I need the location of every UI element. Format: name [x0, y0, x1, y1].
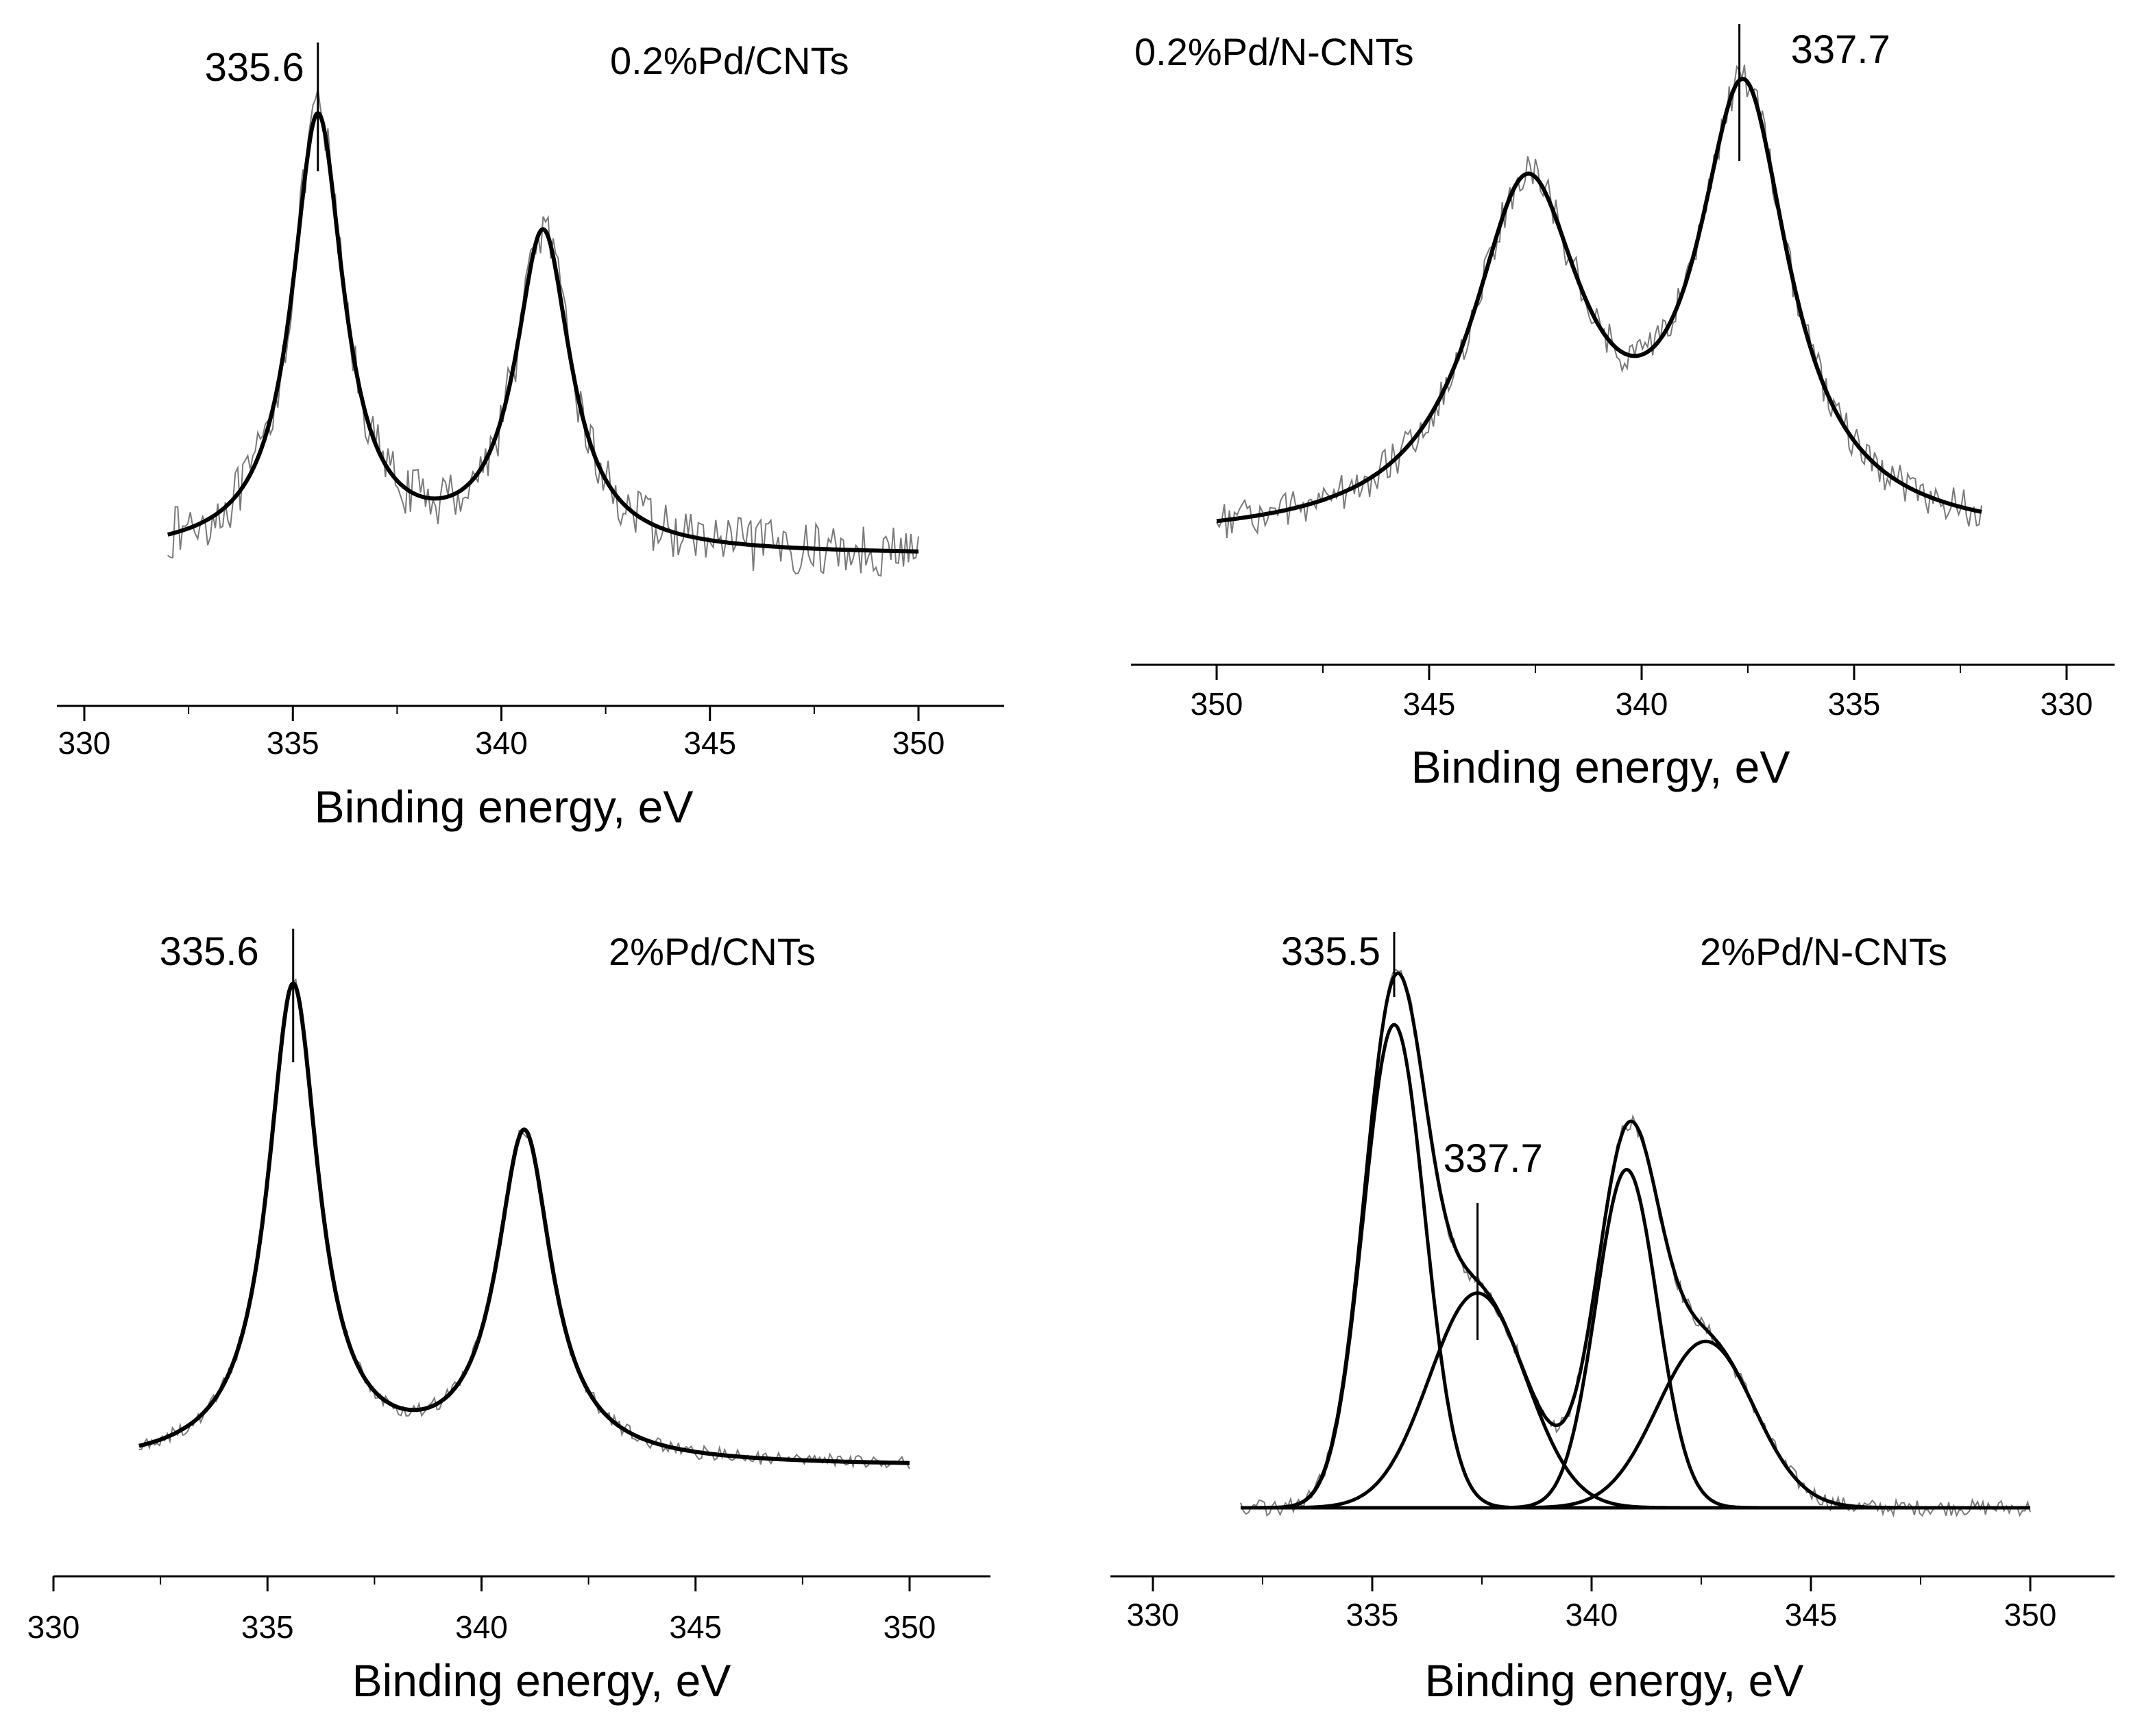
- peak-markers: 337.7: [1738, 24, 1890, 161]
- x-axis-title: Binding energy, eV: [352, 1655, 731, 1706]
- sample-label: 2%Pd/N-CNTs: [1700, 930, 1947, 973]
- x-tick-label: 345: [1785, 1597, 1838, 1633]
- panel-2pd-n-cnts: 330 335 340 345 350 335.5 337.7 2%Pd/N-CNTs B…: [1110, 929, 2115, 1706]
- sample-label: 0.2%Pd/CNTs: [610, 39, 849, 82]
- x-tick-label: 350: [884, 1609, 936, 1645]
- x-axis-ticks: 350 345 340 335 330: [1191, 665, 2093, 722]
- raw-spectrum-line: [167, 88, 919, 577]
- fitted-envelope-line: [1216, 76, 1982, 524]
- x-tick-label: 340: [475, 725, 528, 761]
- x-axis-title: Binding energy, eV: [1425, 1655, 1804, 1706]
- x-tick-label: 335: [241, 1609, 294, 1645]
- sample-label: 0.2%Pd/N-CNTs: [1134, 30, 1414, 73]
- panel-2pd-cnts: 330 335 340 345 350 335.6 2%Pd/CNTs Binding …: [27, 929, 990, 1706]
- raw-spectrum-line: [138, 977, 910, 1469]
- x-axis-title: Binding energy, eV: [315, 781, 694, 832]
- peak-label: 335.5: [1281, 929, 1380, 974]
- peak-label: 335.6: [205, 45, 304, 90]
- x-tick-label: 330: [58, 725, 111, 761]
- x-tick-label: 330: [2041, 686, 2093, 722]
- x-tick-label: 345: [683, 725, 736, 761]
- fitted-envelope-line: [1241, 971, 2030, 1510]
- fit-component-line: [1241, 1339, 2030, 1510]
- fit-component-line: [1241, 1291, 2030, 1510]
- fitted-envelope-line: [138, 981, 910, 1465]
- x-tick-label: 340: [1616, 686, 1668, 722]
- x-axis-ticks: 330 335 340 345 350: [27, 1576, 936, 1645]
- peak-markers: 335.6: [160, 929, 295, 1062]
- peak-label: 337.7: [1791, 27, 1890, 72]
- peak-label: 337.7: [1444, 1136, 1543, 1181]
- x-tick-label: 345: [669, 1609, 722, 1645]
- x-tick-label: 330: [1127, 1597, 1180, 1633]
- peak-markers: 335.5 337.7: [1281, 929, 1543, 1340]
- x-axis-ticks: 330 335 340 345 350: [58, 706, 945, 761]
- fit-component-line: [1241, 1168, 2030, 1510]
- raw-spectrum-line: [1216, 64, 1982, 539]
- x-tick-label: 350: [2004, 1597, 2057, 1633]
- sample-label: 2%Pd/CNTs: [609, 930, 816, 973]
- x-tick-label: 335: [1828, 686, 1881, 722]
- peak-label: 335.6: [160, 929, 259, 974]
- panel-0-2pd-cnts: 330 335 340 345 350 335.6 0.2%Pd/CNTs Bindin…: [57, 39, 1004, 832]
- x-tick-label: 340: [455, 1609, 508, 1645]
- fit-components: [1241, 1023, 2030, 1510]
- x-tick-label: 345: [1403, 686, 1456, 722]
- panel-0-2pd-n-cnts: 350 345 340 335 330 337.7 0.2%Pd/N-CNTs Bind…: [1131, 24, 2115, 792]
- x-axis-ticks: 330 335 340 345 350: [1127, 1576, 2057, 1633]
- fitted-envelope-line: [167, 110, 918, 554]
- x-axis-title: Binding energy, eV: [1411, 742, 1790, 792]
- x-tick-label: 330: [27, 1609, 80, 1645]
- x-tick-label: 350: [892, 725, 945, 761]
- x-tick-label: 350: [1191, 686, 1243, 722]
- peak-markers: 335.6: [205, 42, 319, 171]
- x-tick-label: 340: [1566, 1597, 1618, 1633]
- x-tick-label: 335: [1346, 1597, 1399, 1633]
- fit-component-line: [1241, 1023, 2030, 1510]
- x-tick-label: 335: [267, 725, 319, 761]
